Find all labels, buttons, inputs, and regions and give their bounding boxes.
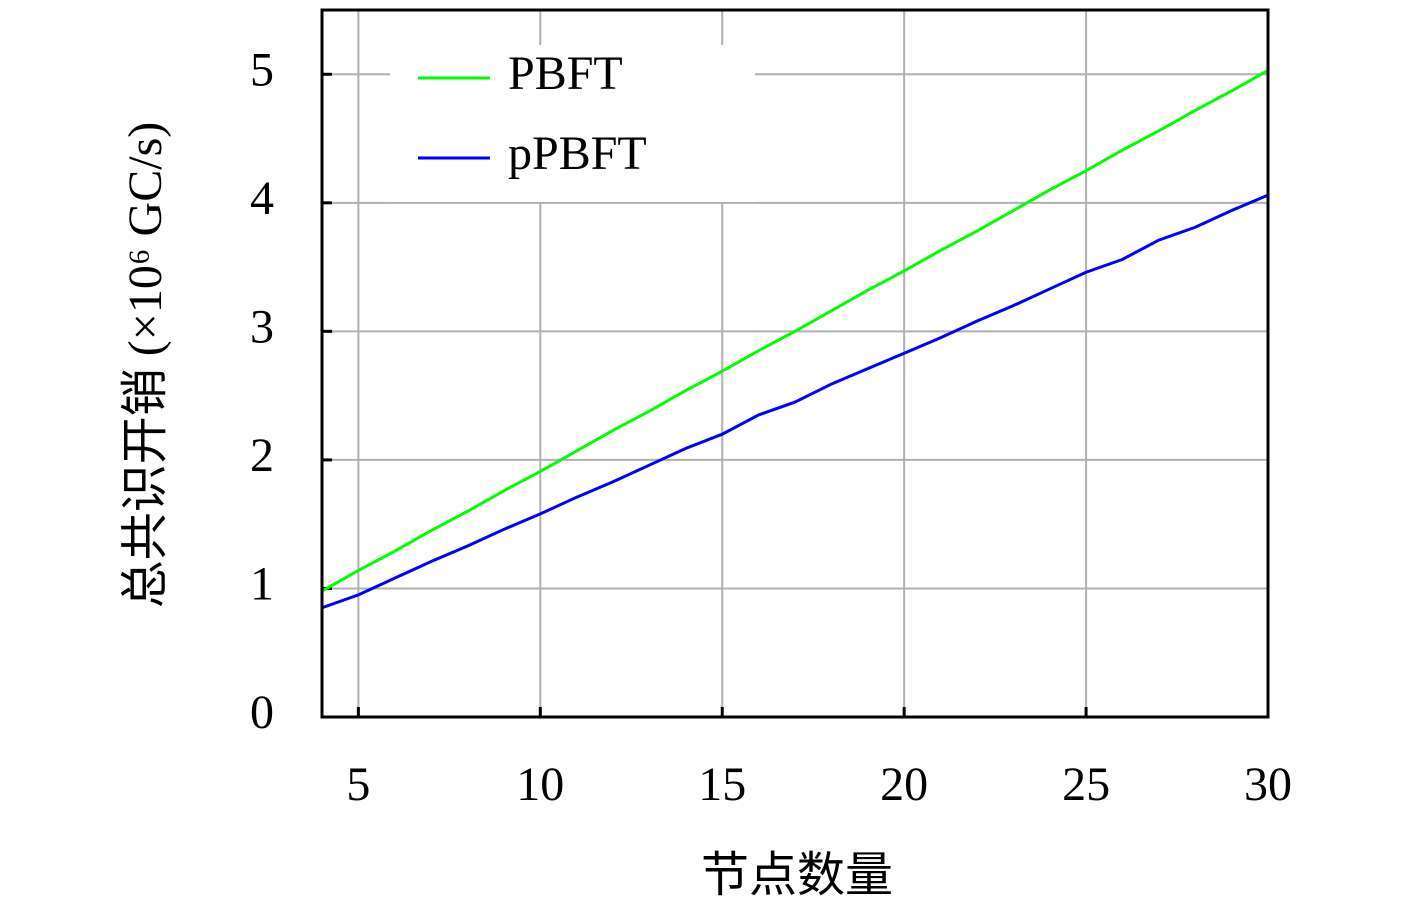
- y-tick-label: 3: [250, 300, 274, 353]
- y-tick-label: 1: [250, 557, 274, 610]
- x-tick-label: 25: [1062, 758, 1110, 811]
- y-axis-label: 总共识开销 (×10⁶ GC/s): [119, 122, 172, 608]
- line: [321, 69, 1269, 593]
- legend: PBFT pPBFT: [390, 45, 755, 202]
- y-tick-label: 4: [250, 172, 274, 225]
- legend-box: [390, 45, 755, 202]
- x-tick-label: 5: [346, 758, 370, 811]
- x-tick-label: 10: [516, 758, 564, 811]
- legend-label: pPBFT: [508, 127, 647, 180]
- line: [321, 193, 1269, 610]
- y-tick-label: 2: [250, 429, 274, 482]
- x-axis-label: 节点数量: [701, 849, 893, 902]
- y-tick-label: 0: [250, 686, 274, 739]
- plot-frame: [320, 8, 1270, 719]
- y-tick-label: 5: [250, 43, 274, 96]
- x-tick-label: 20: [880, 758, 928, 811]
- x-tick-label: 15: [698, 758, 746, 811]
- x-tick-label: 30: [1244, 758, 1292, 811]
- legend-label: PBFT: [508, 47, 623, 100]
